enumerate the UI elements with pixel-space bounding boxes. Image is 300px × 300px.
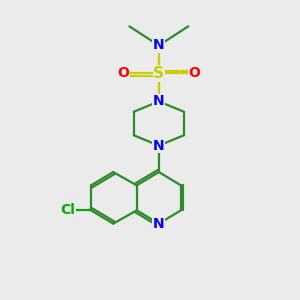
Text: O: O [118,66,129,80]
Text: Cl: Cl [60,203,75,218]
Text: N: N [153,139,165,153]
Text: N: N [153,217,165,231]
Text: S: S [153,66,164,81]
Text: O: O [188,66,200,80]
Text: N: N [153,94,165,108]
Text: N: N [153,38,165,52]
